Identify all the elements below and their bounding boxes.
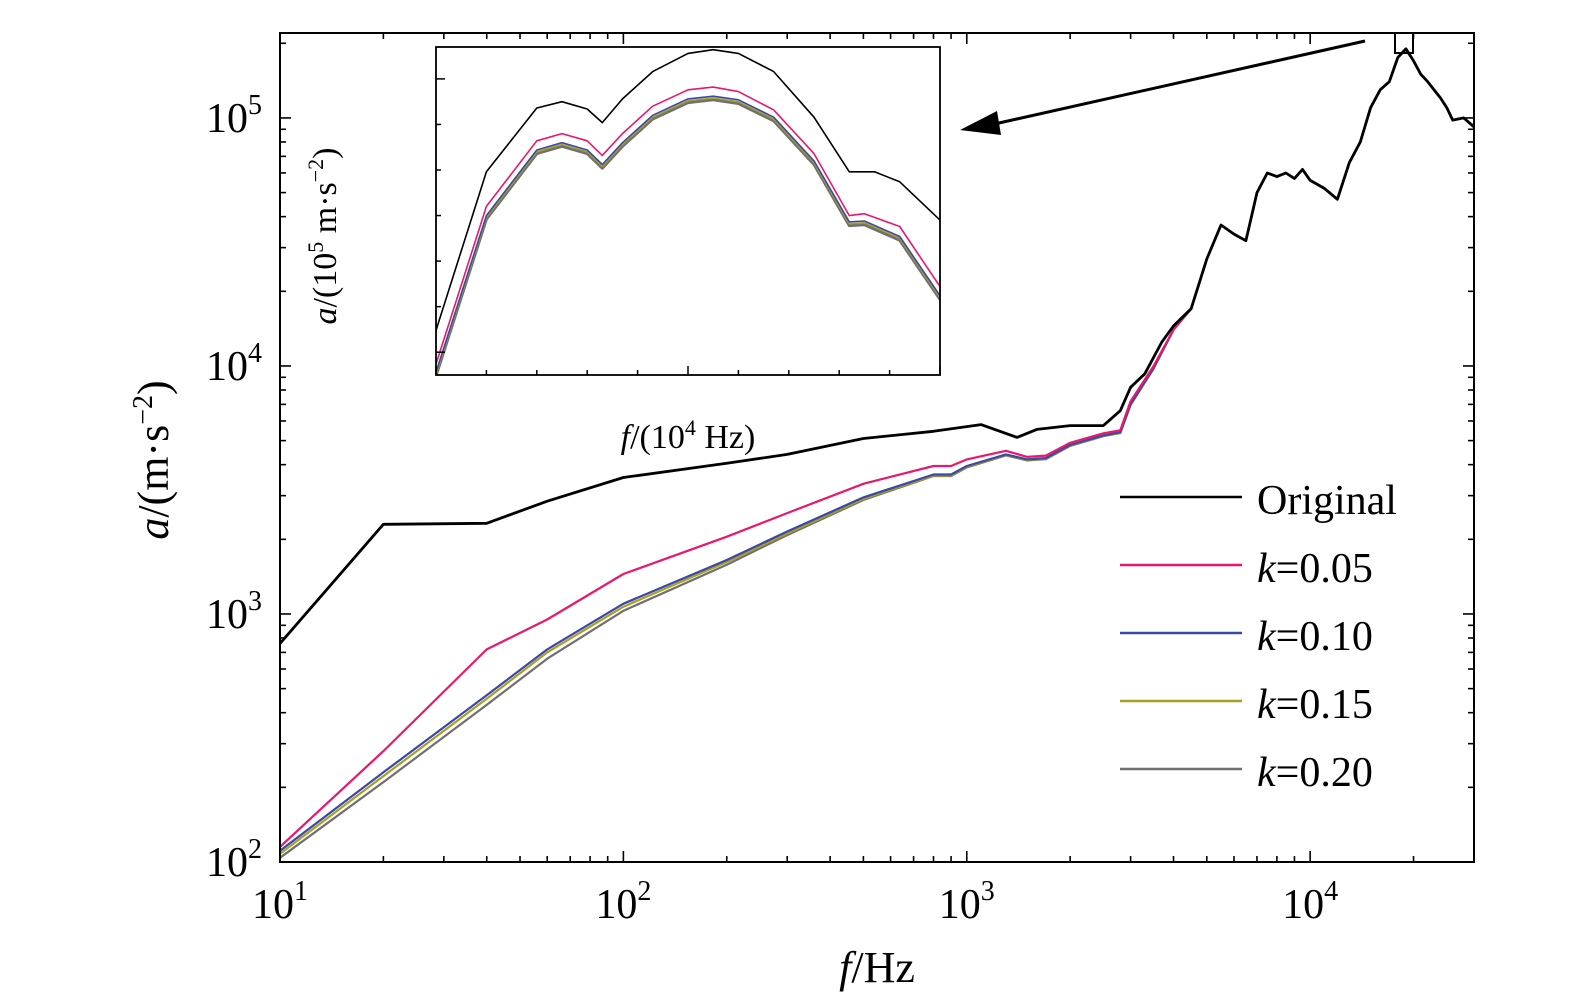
y-tick-label: 104 bbox=[206, 338, 262, 390]
inset-y-label-sup2: −2 bbox=[303, 159, 328, 182]
y-tick-exp: 5 bbox=[248, 90, 262, 121]
y-axis-label-close: ) bbox=[129, 380, 178, 395]
inset-series-line-Original bbox=[436, 48, 940, 331]
y-tick-label: 103 bbox=[206, 586, 262, 638]
y-tick-base: 10 bbox=[206, 592, 248, 638]
legend-label-value: =0.05 bbox=[1276, 546, 1373, 592]
inset-y-label-close: ) bbox=[307, 147, 344, 158]
inset-series-line-k-0-20 bbox=[436, 98, 940, 375]
inset-x-label-close: Hz) bbox=[696, 419, 755, 456]
inset-frame bbox=[435, 46, 941, 376]
y-tick-base: 10 bbox=[206, 344, 248, 390]
y-axis-label-sup: −2 bbox=[128, 395, 159, 425]
inset-series bbox=[436, 48, 940, 375]
x-tick-base: 10 bbox=[595, 882, 637, 928]
inset-series-line-k-0-15 bbox=[436, 97, 940, 375]
inset-y-axis-label: a/(105 m·s−2) bbox=[303, 147, 344, 324]
inset-x-label-unit: /(10 bbox=[630, 419, 685, 456]
legend-label: k=0.15 bbox=[1257, 682, 1373, 728]
y-tick-exp: 4 bbox=[248, 338, 262, 369]
y-axis-label-unit: /(m·s bbox=[129, 425, 178, 518]
series-line-Original bbox=[280, 47, 1474, 645]
zoom-arrow-line bbox=[989, 39, 1366, 127]
legend-label: k=0.05 bbox=[1257, 546, 1373, 592]
x-tick-label: 101 bbox=[252, 876, 308, 928]
y-axis-label: a/(m·s−2) bbox=[128, 380, 178, 539]
legend-label-var: k bbox=[1257, 546, 1277, 592]
x-tick-base: 10 bbox=[939, 882, 981, 928]
y-axis-label-var: a bbox=[129, 518, 178, 540]
zoom-arrow-head bbox=[960, 111, 1001, 135]
y-tick-label: 102 bbox=[206, 834, 262, 886]
legend-label-value: =0.15 bbox=[1276, 682, 1373, 728]
legend-label-value: =0.20 bbox=[1276, 750, 1373, 796]
inset-y-label-var: a bbox=[307, 308, 344, 325]
main-series bbox=[280, 47, 1474, 859]
x-tick-exp: 1 bbox=[294, 876, 308, 907]
y-tick-exp: 3 bbox=[248, 586, 262, 617]
x-tick-label: 102 bbox=[595, 876, 651, 928]
inset-background bbox=[436, 47, 940, 375]
main-plot-frame bbox=[279, 32, 1475, 863]
legend-label-var: k bbox=[1257, 750, 1277, 796]
x-tick-exp: 3 bbox=[981, 876, 995, 907]
y-tick-base: 10 bbox=[206, 96, 248, 142]
inset-series-line-k-0-05 bbox=[436, 86, 940, 365]
y-tick-exp: 2 bbox=[248, 834, 262, 865]
y-tick-base: 10 bbox=[206, 840, 248, 886]
inset-x-label-sup: 4 bbox=[685, 415, 696, 440]
inset-y-label-mid: m·s bbox=[307, 182, 344, 242]
x-tick-base: 10 bbox=[1282, 882, 1324, 928]
x-tick-exp: 2 bbox=[637, 876, 651, 907]
x-tick-label: 103 bbox=[939, 876, 995, 928]
inset-y-label-unit: /(10 bbox=[307, 253, 344, 308]
legend-label: k=0.10 bbox=[1257, 614, 1373, 660]
x-axis-label-unit: /Hz bbox=[851, 943, 915, 992]
zoom-indicator bbox=[960, 32, 1414, 135]
x-tick-label: 104 bbox=[1282, 876, 1338, 928]
legend-label: Original bbox=[1257, 478, 1397, 524]
x-tick-base: 10 bbox=[252, 882, 294, 928]
y-tick-label: 105 bbox=[206, 90, 262, 142]
legend-label-value: =0.10 bbox=[1276, 614, 1373, 660]
inset-series-line-k-0-10 bbox=[436, 95, 940, 373]
x-tick-exp: 4 bbox=[1324, 876, 1338, 907]
zoom-box bbox=[1394, 32, 1414, 54]
legend-label-var: k bbox=[1257, 682, 1277, 728]
inset-x-axis-label: f/(104 Hz) bbox=[621, 415, 756, 456]
legend-label: k=0.20 bbox=[1257, 750, 1373, 796]
x-axis-label: f/Hz bbox=[839, 943, 915, 992]
legend-label-text: Original bbox=[1257, 478, 1397, 524]
inset-plot: f/(104 Hz)a/(105 m·s−2) bbox=[303, 46, 941, 456]
legend-label-var: k bbox=[1257, 614, 1277, 660]
inset-y-label-sup: 5 bbox=[303, 242, 328, 253]
main-plot: 101 102 103 104102103104105f/Hza/(m·s−2)Ori… bbox=[128, 32, 1475, 992]
